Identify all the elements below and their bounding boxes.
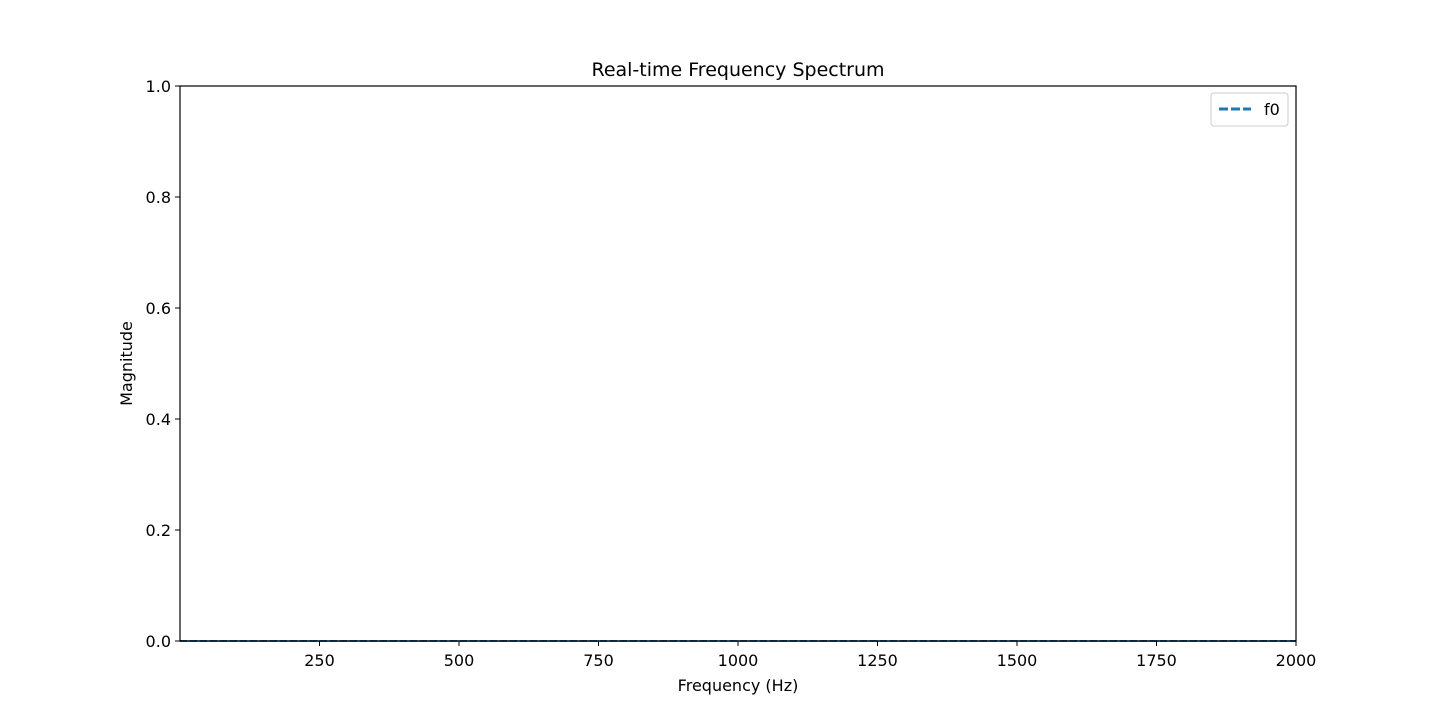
x-tick-label: 1250 — [857, 651, 898, 670]
y-tick-label: 1.0 — [146, 77, 171, 96]
chart-title: Real-time Frequency Spectrum — [591, 59, 884, 81]
x-tick-label: 500 — [444, 651, 475, 670]
ticks: 250 500 750 1000 1250 1500 1750 2000 0.0 0.2 0.4 0.… — [146, 77, 1317, 670]
x-tick-label: 1750 — [1136, 651, 1177, 670]
legend-label-f0: f0 — [1264, 100, 1280, 119]
y-tick-label: 0.4 — [146, 410, 171, 429]
x-tick-label: 750 — [583, 651, 614, 670]
legend: f0 — [1210, 92, 1289, 127]
plot-area — [180, 86, 1296, 641]
x-axis-label: Frequency (Hz) — [678, 676, 799, 695]
y-tick-label: 0.8 — [146, 188, 171, 207]
plot-background — [180, 86, 1296, 641]
y-tick-label: 0.6 — [146, 299, 171, 318]
x-tick-label: 1000 — [718, 651, 759, 670]
y-axis-label: Magnitude — [117, 321, 136, 406]
y-tick-label: 0.2 — [146, 521, 171, 540]
x-tick-label: 1500 — [997, 651, 1038, 670]
y-tick-label: 0.0 — [146, 632, 171, 651]
x-tick-label: 250 — [304, 651, 335, 670]
x-tick-label: 2000 — [1276, 651, 1317, 670]
